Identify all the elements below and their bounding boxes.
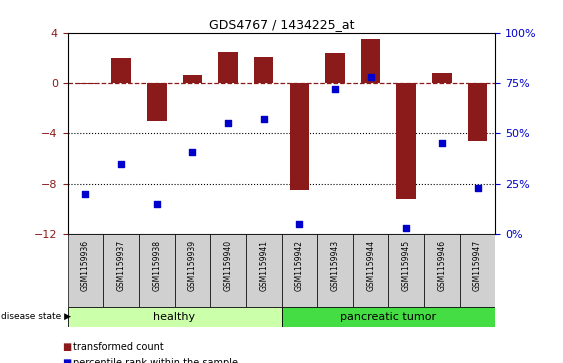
- Bar: [182, 76, 202, 83]
- Bar: [210, 234, 246, 307]
- Text: GSM1159947: GSM1159947: [473, 240, 482, 291]
- Point: [366, 74, 375, 80]
- Bar: [353, 234, 388, 307]
- Text: GSM1159938: GSM1159938: [152, 240, 161, 291]
- Point: [188, 148, 197, 154]
- Point: [259, 117, 268, 122]
- Title: GDS4767 / 1434225_at: GDS4767 / 1434225_at: [209, 19, 354, 32]
- Text: GSM1159941: GSM1159941: [259, 240, 268, 291]
- Text: ■: ■: [62, 358, 71, 363]
- Bar: [361, 39, 381, 83]
- Bar: [396, 83, 416, 199]
- Point: [473, 185, 482, 191]
- Text: GSM1159937: GSM1159937: [117, 240, 126, 291]
- Bar: [282, 307, 495, 327]
- Bar: [325, 53, 345, 83]
- Point: [437, 140, 446, 146]
- Point: [152, 201, 161, 207]
- Text: ■: ■: [62, 342, 71, 352]
- Point: [402, 225, 411, 231]
- Text: healthy: healthy: [154, 312, 195, 322]
- Text: GSM1159939: GSM1159939: [188, 240, 197, 291]
- Bar: [68, 234, 103, 307]
- Text: percentile rank within the sample: percentile rank within the sample: [73, 358, 238, 363]
- Text: GSM1159940: GSM1159940: [224, 240, 233, 291]
- Bar: [432, 73, 452, 83]
- Bar: [103, 234, 139, 307]
- Point: [295, 221, 304, 227]
- Bar: [468, 83, 488, 141]
- Bar: [68, 307, 282, 327]
- Text: GSM1159943: GSM1159943: [330, 240, 339, 291]
- Bar: [254, 57, 274, 83]
- Text: disease state ▶: disease state ▶: [1, 312, 70, 321]
- Bar: [282, 234, 317, 307]
- Point: [224, 121, 233, 126]
- Point: [330, 86, 339, 92]
- Bar: [147, 83, 167, 121]
- Text: GSM1159946: GSM1159946: [437, 240, 446, 291]
- Text: GSM1159944: GSM1159944: [366, 240, 375, 291]
- Bar: [175, 234, 210, 307]
- Bar: [424, 234, 460, 307]
- Text: GSM1159945: GSM1159945: [402, 240, 411, 291]
- Text: transformed count: transformed count: [73, 342, 164, 352]
- Point: [117, 161, 126, 167]
- Bar: [460, 234, 495, 307]
- Bar: [139, 234, 175, 307]
- Bar: [111, 58, 131, 83]
- Bar: [289, 83, 309, 190]
- Text: GSM1159936: GSM1159936: [81, 240, 90, 291]
- Bar: [388, 234, 424, 307]
- Bar: [246, 234, 282, 307]
- Text: GSM1159942: GSM1159942: [295, 240, 304, 291]
- Bar: [317, 234, 353, 307]
- Bar: [218, 52, 238, 83]
- Point: [81, 191, 90, 197]
- Text: pancreatic tumor: pancreatic tumor: [341, 312, 436, 322]
